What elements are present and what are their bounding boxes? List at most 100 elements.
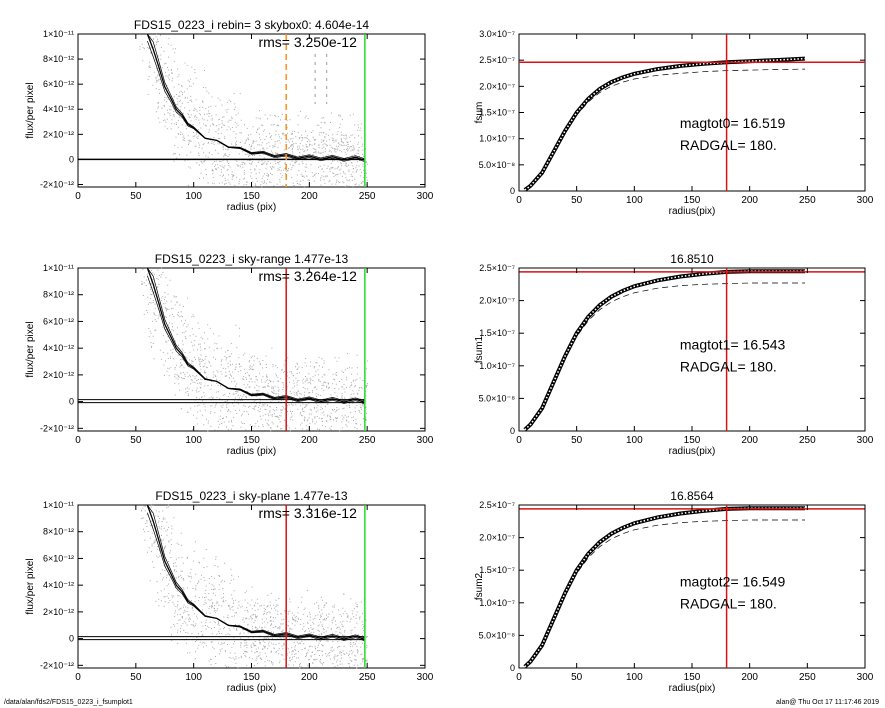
x-tick-label: 200 [741, 195, 758, 206]
y-tick-label: 1.5×10⁻⁷ [479, 328, 515, 338]
rms-annotation: rms= 3.250e-12 [258, 34, 357, 50]
profile-envelope [147, 275, 366, 402]
y-tick-label: 2.5×10⁻⁷ [479, 263, 515, 273]
plot-frame [77, 504, 426, 669]
plot-frame [518, 33, 866, 192]
x-tick-label: 300 [857, 195, 874, 206]
x-tick-label: 100 [626, 195, 643, 206]
y-axis-label: flux/per pixel [25, 82, 36, 138]
profile-envelope [147, 512, 366, 639]
x-axis-label: radius(pix) [669, 446, 716, 457]
y-tick-label: 4×10⁻¹² [43, 104, 74, 114]
x-axis-label: radius(pix) [669, 683, 716, 694]
radgal-annotation: RADGAL= 180. [680, 359, 777, 375]
x-tick-label: 200 [301, 191, 318, 202]
plot-title: FDS15_0223_i rebin= 3 skybox0: 4.604e-14 [134, 18, 369, 32]
x-axis-label: radius (pix) [227, 202, 276, 213]
y-tick-label: 2×10⁻¹² [43, 607, 74, 617]
x-tick-label: 250 [359, 435, 376, 446]
y-tick-label: 0 [69, 154, 74, 164]
y-tick-label: 2.0×10⁻⁷ [479, 81, 515, 91]
x-tick-label: 300 [857, 435, 874, 446]
plot-frame [77, 267, 426, 432]
y-tick-label: 1.5×10⁻⁷ [479, 565, 515, 575]
y-tick-label: 0 [510, 426, 515, 436]
radgal-annotation: RADGAL= 180. [680, 596, 777, 612]
profile-envelope [147, 33, 366, 163]
y-tick-label: -2×10⁻¹² [40, 423, 74, 433]
y-tick-label: 6×10⁻¹² [43, 79, 74, 89]
x-tick-label: 50 [571, 672, 583, 683]
plot-title: 16.8564 [670, 489, 714, 503]
y-tick-label: 2.0×10⁻⁷ [479, 296, 515, 306]
y-axis-label: fsum2 [474, 572, 485, 600]
y-tick-label: 1×10⁻¹¹ [43, 263, 74, 273]
x-tick-label: 300 [417, 435, 434, 446]
x-tick-label: 200 [301, 672, 318, 683]
y-tick-label: -2×10⁻¹² [40, 660, 74, 670]
y-tick-label: 4×10⁻¹² [43, 580, 74, 590]
x-tick-label: 150 [684, 435, 701, 446]
profile-line [146, 33, 366, 161]
y-tick-label: -2×10⁻¹² [40, 179, 74, 189]
footer-timestamp: alan@ Thu Oct 17 11:17:46 2019 [776, 699, 879, 706]
y-tick-label: 8×10⁻¹² [43, 290, 74, 300]
y-tick-label: 1.5×10⁻⁷ [479, 108, 515, 118]
x-tick-label: 100 [185, 191, 202, 202]
scatter-points [135, 267, 369, 432]
y-tick-label: 1×10⁻¹¹ [43, 500, 74, 510]
x-tick-label: 250 [359, 672, 376, 683]
y-axis-label: fsum1 [474, 335, 485, 363]
y-tick-label: 4×10⁻¹² [43, 343, 74, 353]
x-tick-label: 200 [301, 435, 318, 446]
x-tick-label: 50 [571, 435, 583, 446]
x-tick-label: 250 [799, 672, 816, 683]
x-tick-label: 250 [799, 435, 816, 446]
radgal-annotation: RADGAL= 180. [680, 137, 777, 153]
x-tick-label: 150 [243, 672, 260, 683]
x-tick-label: 100 [185, 672, 202, 683]
x-axis-label: radius (pix) [227, 446, 276, 457]
y-tick-label: 1.0×10⁻⁷ [479, 598, 515, 608]
plot-title: 16.8510 [670, 252, 714, 266]
x-tick-label: 300 [417, 672, 434, 683]
profile-envelope [147, 40, 366, 160]
profile-line [146, 267, 366, 404]
y-tick-label: 1×10⁻¹¹ [43, 29, 74, 39]
rms-annotation: rms= 3.264e-12 [258, 268, 357, 284]
profile-envelope [147, 267, 366, 405]
y-tick-label: 8×10⁻¹² [43, 54, 74, 64]
rms-annotation: rms= 3.316e-12 [258, 505, 357, 521]
x-tick-label: 200 [741, 435, 758, 446]
y-tick-label: 2.5×10⁻⁷ [479, 500, 515, 510]
scatter-points [139, 33, 368, 188]
y-axis-label: fsum [474, 102, 485, 124]
x-tick-label: 300 [417, 191, 434, 202]
x-tick-label: 0 [516, 672, 522, 683]
y-tick-label: 6×10⁻¹² [43, 553, 74, 563]
x-tick-label: 50 [130, 191, 142, 202]
y-tick-label: 0 [69, 397, 74, 407]
x-tick-label: 300 [857, 672, 874, 683]
y-tick-label: 0 [510, 186, 515, 196]
y-tick-label: 8×10⁻¹² [43, 527, 74, 537]
profile-line [146, 504, 366, 641]
scatter-points [140, 504, 368, 669]
x-tick-label: 50 [130, 435, 142, 446]
y-tick-label: 2×10⁻¹² [43, 370, 74, 380]
y-tick-label: 5.0×10⁻⁸ [479, 630, 516, 640]
plot-title: FDS15_0223_i sky-plane 1.477e-13 [155, 489, 347, 503]
x-tick-label: 150 [243, 191, 260, 202]
x-tick-label: 0 [75, 672, 81, 683]
y-tick-label: 3.0×10⁻⁷ [479, 29, 515, 39]
y-tick-label: 2×10⁻¹² [43, 129, 74, 139]
y-tick-label: 5.0×10⁻⁸ [479, 393, 516, 403]
x-tick-label: 0 [75, 191, 81, 202]
x-tick-label: 100 [626, 672, 643, 683]
x-tick-label: 250 [799, 195, 816, 206]
x-tick-label: 150 [684, 672, 701, 683]
x-tick-label: 100 [185, 435, 202, 446]
x-tick-label: 0 [516, 195, 522, 206]
y-tick-label: 6×10⁻¹² [43, 316, 74, 326]
